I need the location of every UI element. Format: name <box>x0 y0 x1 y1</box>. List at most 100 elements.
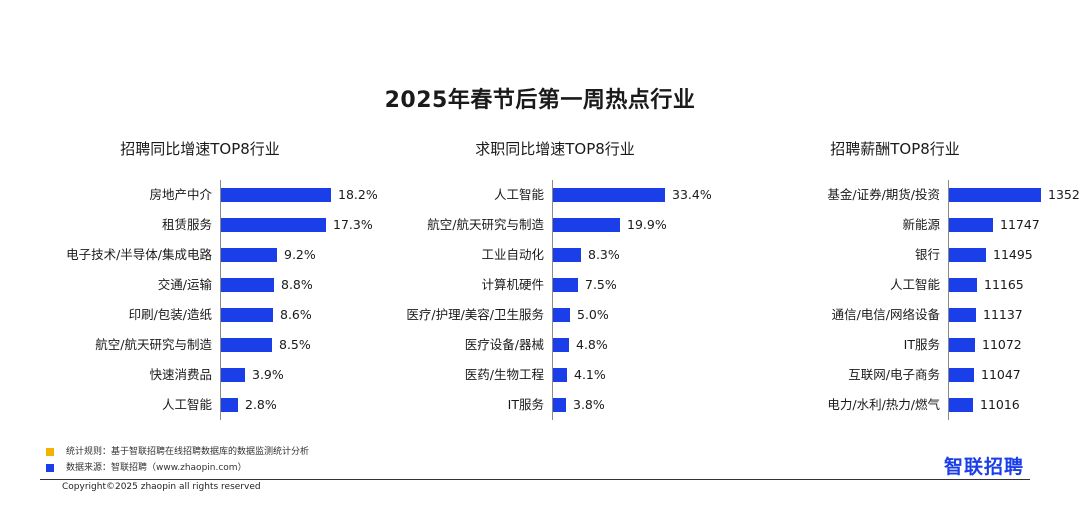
value-label: 2.8% <box>245 397 277 412</box>
bar-row: 交通/运输 8.8% <box>40 270 370 300</box>
bar-row: 医疗设备/器械 4.8% <box>385 330 715 360</box>
bar <box>221 308 273 322</box>
bar-row: 互联网/电子商务 11047 <box>715 360 1045 390</box>
bar-row: 快速消费品 3.9% <box>40 360 370 390</box>
bar-row: 银行 11495 <box>715 240 1045 270</box>
value-label: 33.4% <box>672 187 712 202</box>
bar-row: 工业自动化 8.3% <box>385 240 715 270</box>
bar <box>221 278 274 292</box>
category-label: 医药/生物工程 <box>464 367 544 382</box>
bar <box>949 278 977 292</box>
value-label: 5.0% <box>577 307 609 322</box>
value-label: 8.5% <box>279 337 311 352</box>
footnote-source-text: 数据来源：智联招聘（www.zhaopin.com） <box>66 463 247 473</box>
value-label: 8.8% <box>281 277 313 292</box>
category-label: 银行 <box>914 247 940 262</box>
category-label: 电力/水利/热力/燃气 <box>827 397 940 412</box>
bar-row: 印刷/包装/造纸 8.6% <box>40 300 370 330</box>
category-label: 互联网/电子商务 <box>848 367 940 382</box>
value-label: 13525 <box>1048 187 1080 202</box>
bar <box>949 188 1041 202</box>
bar <box>553 368 567 382</box>
y-axis-line <box>220 180 221 420</box>
bar-row: 通信/电信/网络设备 11137 <box>715 300 1045 330</box>
value-label: 11137 <box>983 307 1023 322</box>
value-label: 11047 <box>981 367 1021 382</box>
footnotes: 统计规则：基于智联招聘在线招聘数据库的数据监测统计分析 数据来源：智联招聘（ww… <box>44 444 309 476</box>
category-label: 人工智能 <box>889 277 940 292</box>
value-label: 3.9% <box>252 367 284 382</box>
bar <box>553 278 578 292</box>
category-label: 基金/证券/期货/投资 <box>827 187 940 202</box>
footnote-rule: 统计规则：基于智联招聘在线招聘数据库的数据监测统计分析 <box>44 444 309 460</box>
value-label: 18.2% <box>338 187 378 202</box>
value-label: 11747 <box>1000 217 1040 232</box>
value-label: 3.8% <box>573 397 605 412</box>
category-label: IT服务 <box>903 337 940 352</box>
value-label: 11165 <box>984 277 1024 292</box>
value-label: 8.6% <box>280 307 312 322</box>
bar-row: 航空/航天研究与制造 8.5% <box>40 330 370 360</box>
bar-row: IT服务 3.8% <box>385 390 715 420</box>
chart-title: 招聘同比增速TOP8行业 <box>120 140 280 158</box>
bar <box>553 308 570 322</box>
bar <box>221 248 277 262</box>
value-label: 11016 <box>980 397 1020 412</box>
value-label: 4.1% <box>574 367 606 382</box>
bar-row: 基金/证券/期货/投资 13525 <box>715 180 1080 210</box>
category-label: 航空/航天研究与制造 <box>427 217 544 232</box>
value-label: 8.3% <box>588 247 620 262</box>
bar <box>221 218 326 232</box>
chart-title: 招聘薪酬TOP8行业 <box>830 140 960 158</box>
bar <box>553 188 665 202</box>
y-axis-line <box>948 180 949 420</box>
category-label: 房地产中介 <box>149 187 212 202</box>
bar-row: 电力/水利/热力/燃气 11016 <box>715 390 1045 420</box>
bar-row: 航空/航天研究与制造 19.9% <box>385 210 715 240</box>
value-label: 19.9% <box>627 217 667 232</box>
category-label: 医疗设备/器械 <box>464 337 544 352</box>
y-axis-line <box>552 180 553 420</box>
bar-row: 计算机硬件 7.5% <box>385 270 715 300</box>
bar <box>949 368 974 382</box>
yellow-square-icon <box>46 448 54 456</box>
category-label: 航空/航天研究与制造 <box>95 337 212 352</box>
bar-row: 电子技术/半导体/集成电路 9.2% <box>40 240 370 270</box>
category-label: 人工智能 <box>493 187 544 202</box>
bar <box>949 398 973 412</box>
bar-row: IT服务 11072 <box>715 330 1045 360</box>
bar <box>949 338 975 352</box>
bar-row: 人工智能 11165 <box>715 270 1045 300</box>
category-label: 电子技术/半导体/集成电路 <box>66 247 212 262</box>
bar-row: 人工智能 2.8% <box>40 390 370 420</box>
copyright: Copyright©2025 zhaopin all rights reserv… <box>62 482 261 492</box>
zhaopin-logo: 智联招聘 <box>944 456 1025 478</box>
category-label: 新能源 <box>902 217 940 232</box>
bar-row: 医药/生物工程 4.1% <box>385 360 715 390</box>
chart-title: 求职同比增速TOP8行业 <box>475 140 635 158</box>
value-label: 7.5% <box>585 277 617 292</box>
chart-jobseeker-growth: 求职同比增速TOP8行业 人工智能 33.4% 航空/航天研究与制造 19.9% 工业自… <box>385 130 715 430</box>
bar <box>553 398 566 412</box>
bar <box>221 188 331 202</box>
page-title: 2025年春节后第一周热点行业 <box>384 88 696 113</box>
value-label: 11072 <box>982 337 1022 352</box>
chart-recruitment-growth: 招聘同比增速TOP8行业 房地产中介 18.2% 租赁服务 17.3% 电子技术/半导体… <box>40 130 378 430</box>
category-label: 人工智能 <box>161 397 212 412</box>
category-label: 通信/电信/网络设备 <box>831 307 940 322</box>
bar-row: 房地产中介 18.2% <box>40 180 378 210</box>
bar <box>949 218 993 232</box>
bar <box>949 248 986 262</box>
category-label: IT服务 <box>507 397 544 412</box>
category-label: 交通/运输 <box>157 277 212 292</box>
bar <box>949 308 976 322</box>
bar <box>553 218 620 232</box>
footnote-rule-text: 统计规则：基于智联招聘在线招聘数据库的数据监测统计分析 <box>66 447 310 457</box>
category-label: 快速消费品 <box>149 367 212 382</box>
bar-row: 租赁服务 17.3% <box>40 210 373 240</box>
bar-row: 医疗/护理/美容/卫生服务 5.0% <box>385 300 715 330</box>
category-label: 印刷/包装/造纸 <box>128 307 212 322</box>
bar-row: 新能源 11747 <box>715 210 1045 240</box>
blue-square-icon <box>46 464 54 472</box>
value-label: 4.8% <box>576 337 608 352</box>
